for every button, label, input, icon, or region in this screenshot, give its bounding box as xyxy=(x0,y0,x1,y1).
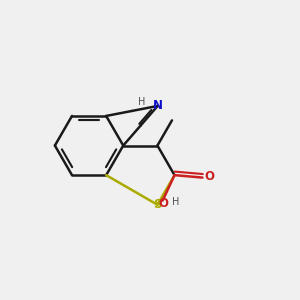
Text: O: O xyxy=(204,170,214,183)
Text: H: H xyxy=(172,197,180,207)
Text: N: N xyxy=(153,100,163,112)
Text: O: O xyxy=(158,197,168,210)
Text: H: H xyxy=(139,98,146,107)
Text: S: S xyxy=(153,198,162,211)
